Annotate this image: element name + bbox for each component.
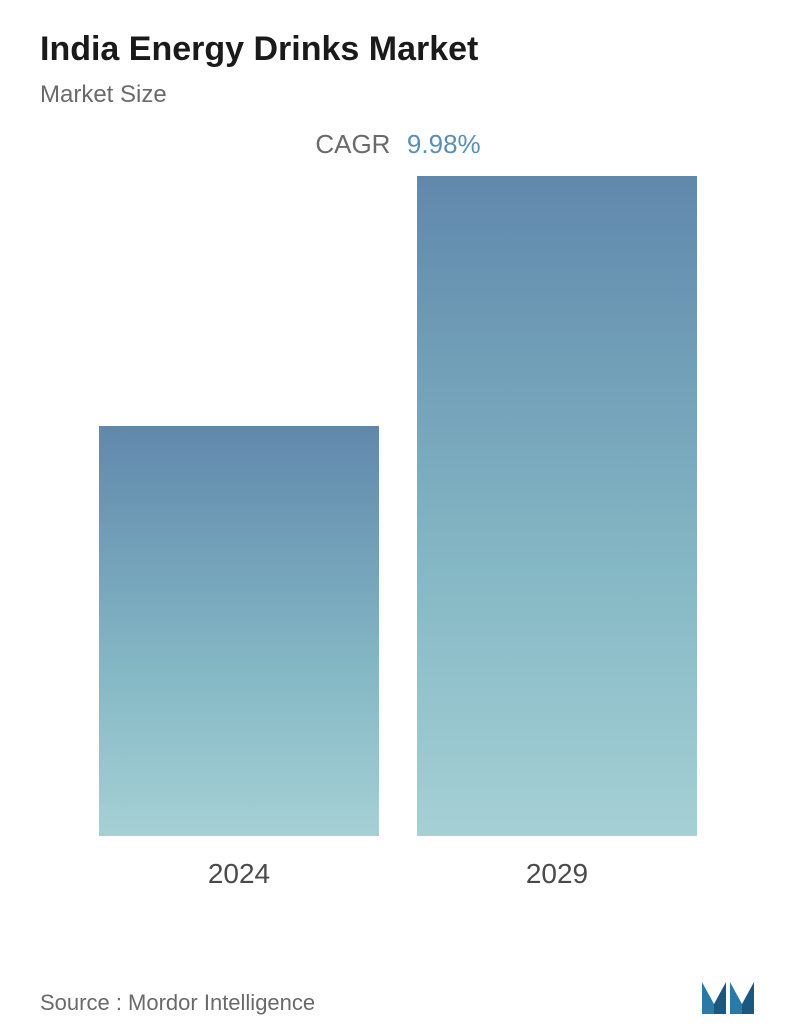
cagr-label: CAGR <box>315 129 390 159</box>
bar-2029 <box>417 176 697 836</box>
chart-subtitle: Market Size <box>40 81 756 109</box>
bar-label-2029: 2029 <box>526 858 588 890</box>
bar-2024 <box>99 426 379 836</box>
bar-group-2029: 2029 <box>417 176 697 890</box>
chart-title: India Energy Drinks Market <box>40 30 756 69</box>
brand-logo-icon <box>700 974 756 1016</box>
footer: Source : Mordor Intelligence <box>40 974 756 1016</box>
source-text: Source : Mordor Intelligence <box>40 990 315 1016</box>
bar-label-2024: 2024 <box>208 858 270 890</box>
cagr-row: CAGR 9.98% <box>40 129 756 160</box>
cagr-value: 9.98% <box>407 129 481 159</box>
chart-area: 2024 2029 <box>40 210 756 890</box>
bar-group-2024: 2024 <box>99 426 379 890</box>
